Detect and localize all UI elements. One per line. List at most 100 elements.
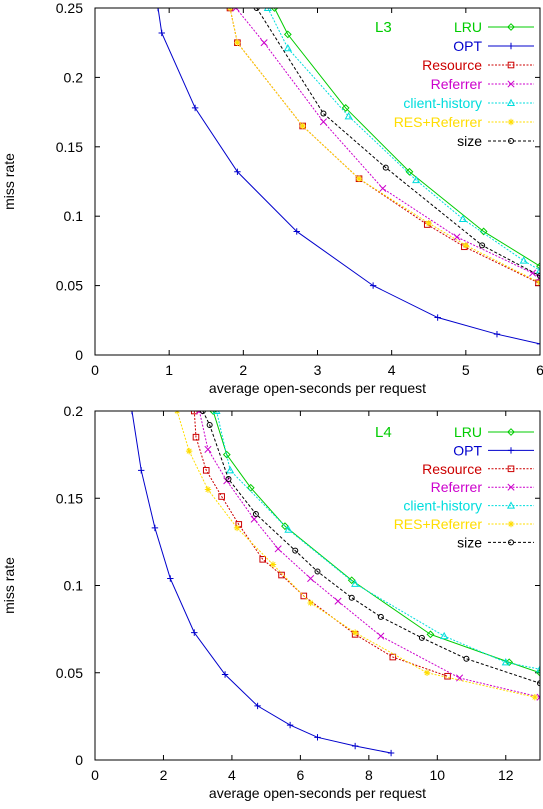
legend-marker-0 — [507, 118, 515, 126]
series-size — [199, 411, 540, 687]
series-opt — [154, 8, 540, 348]
x-tick-label: 4 — [228, 767, 236, 783]
series-lru-marker-0 — [209, 411, 218, 415]
triangle-mark — [263, 8, 272, 12]
diamond-mark — [507, 428, 515, 436]
diamond-mark — [209, 411, 218, 415]
x-mark — [307, 574, 315, 583]
series-resource-marker-5 — [259, 556, 267, 563]
series-client-history-marker-3 — [351, 579, 360, 587]
legend-label: RES+Referrer — [394, 516, 483, 532]
legend-label: RES+Referrer — [394, 114, 483, 130]
series-res-referrer-marker-8 — [531, 693, 539, 701]
triangle-mark — [519, 256, 528, 264]
series-resource — [226, 8, 540, 287]
series-client-history-marker-4 — [458, 214, 467, 223]
series-size-marker-2 — [225, 476, 232, 483]
diamond-mark — [281, 522, 289, 531]
series-res-referrer-line — [229, 8, 540, 284]
series-opt-marker-5 — [369, 282, 377, 289]
legend-item: Referrer — [431, 76, 534, 92]
diamond-mark — [479, 227, 488, 236]
x-tick-label: 1 — [165, 362, 173, 378]
series-size-line — [202, 411, 540, 684]
series-referrer-marker-3 — [379, 184, 387, 192]
series-client-history — [263, 8, 540, 274]
legend: LRU OPT Resource Referrer client-history RES+… — [394, 19, 534, 149]
plus-mark — [191, 629, 198, 636]
series-size-marker-3 — [252, 510, 259, 517]
series-opt-marker-6 — [434, 314, 441, 321]
legend-label: Resource — [422, 461, 482, 477]
series-lru-marker-5 — [426, 630, 435, 639]
series-client-history-marker-2 — [344, 112, 353, 120]
star-mark — [233, 524, 241, 532]
legend-item: Referrer — [431, 479, 534, 495]
legend-marker-0 — [507, 23, 515, 31]
circle-mark — [479, 242, 486, 249]
x-mark — [319, 118, 327, 126]
series-size-marker-0 — [253, 8, 260, 11]
plus-mark — [167, 575, 174, 582]
star-mark — [234, 39, 241, 46]
square-mark — [389, 653, 397, 661]
series-opt-marker-10 — [387, 749, 395, 757]
legend-marker-0 — [507, 80, 515, 88]
series-res-referrer-marker-1 — [234, 39, 241, 46]
series-client-history — [212, 411, 540, 673]
circle-mark — [377, 613, 384, 620]
legend-label: Referrer — [431, 76, 483, 92]
triangle-mark — [412, 175, 421, 184]
square-mark — [507, 465, 515, 473]
plus-mark — [254, 702, 261, 710]
series-res-referrer-line — [176, 411, 535, 698]
diamond-mark — [246, 483, 255, 492]
series-client-history-line — [216, 411, 540, 670]
series-referrer-marker-4 — [453, 233, 461, 241]
circle-mark — [348, 594, 355, 601]
series-lru-marker-5 — [536, 262, 540, 271]
series-size-marker-5 — [314, 568, 321, 575]
circle-mark — [537, 272, 540, 279]
x-tick-label: 10 — [430, 767, 446, 783]
plus-mark — [221, 671, 229, 678]
series-client-history-marker-4 — [440, 631, 449, 640]
chart-title: L4 — [375, 424, 392, 441]
diamond-mark — [222, 450, 231, 459]
series-res-referrer-marker-4 — [425, 219, 432, 227]
series-res-referrer-marker-5 — [462, 242, 470, 249]
legend-label: LRU — [454, 424, 482, 440]
x-tick-label: 12 — [498, 767, 514, 783]
series-res-referrer-marker-6 — [351, 629, 359, 636]
star-mark — [307, 599, 314, 607]
y-tick-label: 0.2 — [64, 69, 84, 85]
diamond-mark — [405, 167, 414, 176]
legend-item: client-history — [403, 95, 534, 111]
star-mark — [351, 629, 359, 636]
legend-item: size — [457, 133, 534, 149]
legend-marker-0 — [507, 520, 515, 528]
y-axis-label: miss rate — [1, 153, 17, 210]
series-opt-marker-6 — [254, 702, 261, 710]
series-opt-marker-4 — [191, 629, 198, 636]
star-mark — [185, 447, 193, 455]
star-mark — [423, 669, 431, 676]
x-mark — [507, 483, 515, 491]
x-mark — [204, 445, 212, 453]
legend-marker-0 — [507, 42, 515, 50]
triangle-mark — [506, 98, 516, 107]
series-size-marker-1 — [320, 110, 327, 117]
star-mark — [507, 118, 515, 126]
diamond-mark — [347, 576, 356, 585]
series-opt-marker-8 — [536, 340, 540, 348]
x-tick-label: 4 — [388, 362, 396, 378]
series-res-referrer-marker-5 — [307, 599, 314, 607]
series-referrer-marker-4 — [274, 545, 282, 553]
legend-item: RES+Referrer — [394, 516, 534, 532]
plus-mark — [536, 340, 540, 348]
series-res-referrer-marker-2 — [299, 122, 306, 130]
x-tick-label: 2 — [160, 767, 168, 783]
circle-mark — [199, 411, 206, 414]
series-resource-marker-1 — [192, 433, 200, 441]
legend-label: LRU — [454, 19, 482, 35]
